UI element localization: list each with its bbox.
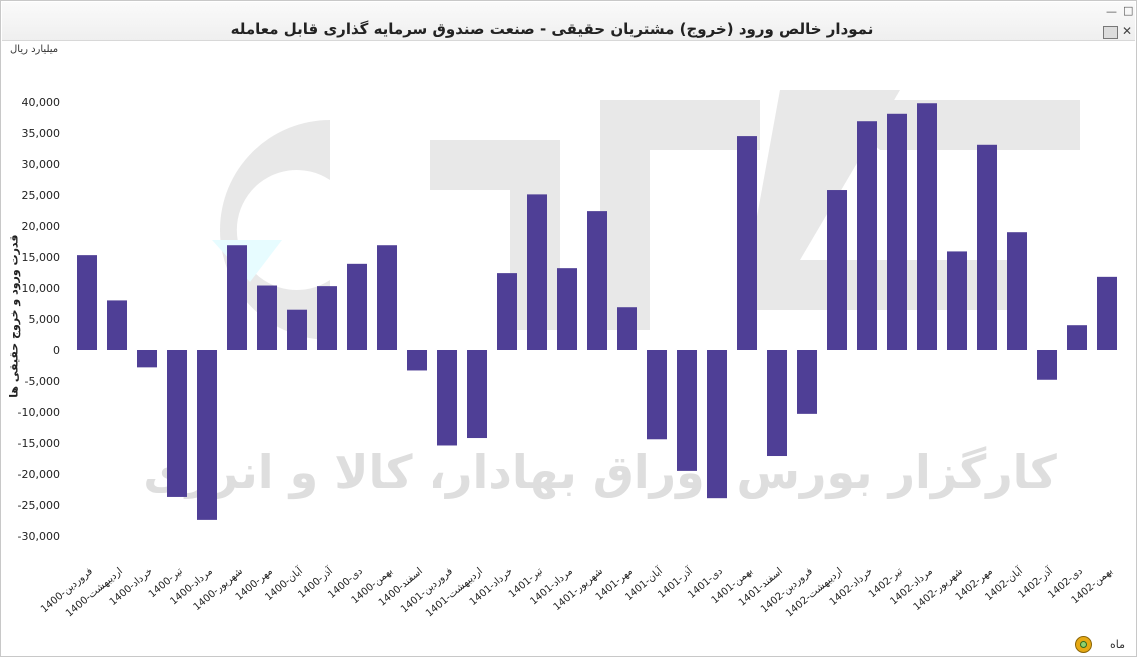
bar[interactable] (647, 350, 667, 440)
y-tick-label: -10,000 (18, 406, 60, 419)
y-tick-label: 35,000 (22, 127, 61, 140)
print-icon[interactable] (1103, 26, 1118, 39)
bar[interactable] (737, 136, 757, 350)
bar[interactable] (947, 251, 967, 350)
bar[interactable] (587, 211, 607, 350)
bar[interactable] (437, 350, 457, 446)
y-tick-label: 30,000 (22, 158, 61, 171)
y-tick-label: 40,000 (22, 96, 61, 109)
y-tick-label: 5,000 (29, 313, 61, 326)
y-tick-label: -5,000 (25, 375, 60, 388)
bar[interactable] (917, 103, 937, 351)
chart-title: نمودار خالص ورود (خروج) مشتریان حقیقی - … (230, 20, 874, 38)
y-tick-label: -30,000 (18, 530, 60, 543)
minimize-icon[interactable]: — (1106, 5, 1117, 18)
y-tick-label: 15,000 (22, 251, 61, 264)
bar[interactable] (527, 194, 547, 350)
bar[interactable] (107, 300, 127, 350)
bar[interactable] (677, 350, 697, 471)
bar[interactable] (497, 273, 517, 350)
y-tick-label: -15,000 (18, 437, 60, 450)
y-tick-label: -20,000 (18, 468, 60, 481)
bar[interactable] (617, 307, 637, 350)
y-tick-label: 0 (53, 344, 60, 357)
bar[interactable] (827, 190, 847, 350)
bar[interactable] (1097, 276, 1117, 350)
bar[interactable] (77, 255, 97, 350)
close-icon[interactable]: ✕ (1122, 24, 1133, 38)
bar[interactable] (137, 350, 157, 368)
bar[interactable] (707, 350, 727, 499)
maximize-icon[interactable]: □ (1123, 4, 1134, 17)
bar[interactable] (887, 113, 907, 350)
y-tick-label: -25,000 (18, 499, 60, 512)
y-unit-label: میلیارد ریال (10, 44, 59, 55)
bar[interactable] (467, 350, 487, 439)
bar[interactable] (977, 144, 997, 350)
bar[interactable] (197, 350, 217, 520)
y-tick-label: 10,000 (22, 282, 61, 295)
y-tick-label: 20,000 (22, 220, 61, 233)
bar[interactable] (1067, 325, 1087, 350)
refresh-icon[interactable] (1075, 636, 1092, 653)
title-bar: نمودار خالص ورود (خروج) مشتریان حقیقی - … (2, 2, 1135, 41)
x-axis-title: ماه (1109, 638, 1125, 651)
bar[interactable] (227, 245, 247, 350)
bar[interactable] (167, 350, 187, 497)
bar[interactable] (1037, 350, 1057, 380)
bar[interactable] (1007, 232, 1027, 350)
bar[interactable] (407, 350, 427, 371)
bar[interactable] (347, 263, 367, 350)
bar[interactable] (557, 268, 577, 350)
bar[interactable] (857, 121, 877, 350)
bar[interactable] (317, 286, 337, 350)
y-tick-label: 25,000 (22, 189, 61, 202)
bar[interactable] (257, 285, 277, 350)
bar[interactable] (287, 309, 307, 350)
bar[interactable] (767, 350, 787, 457)
bar[interactable] (797, 350, 817, 414)
bar[interactable] (377, 245, 397, 350)
